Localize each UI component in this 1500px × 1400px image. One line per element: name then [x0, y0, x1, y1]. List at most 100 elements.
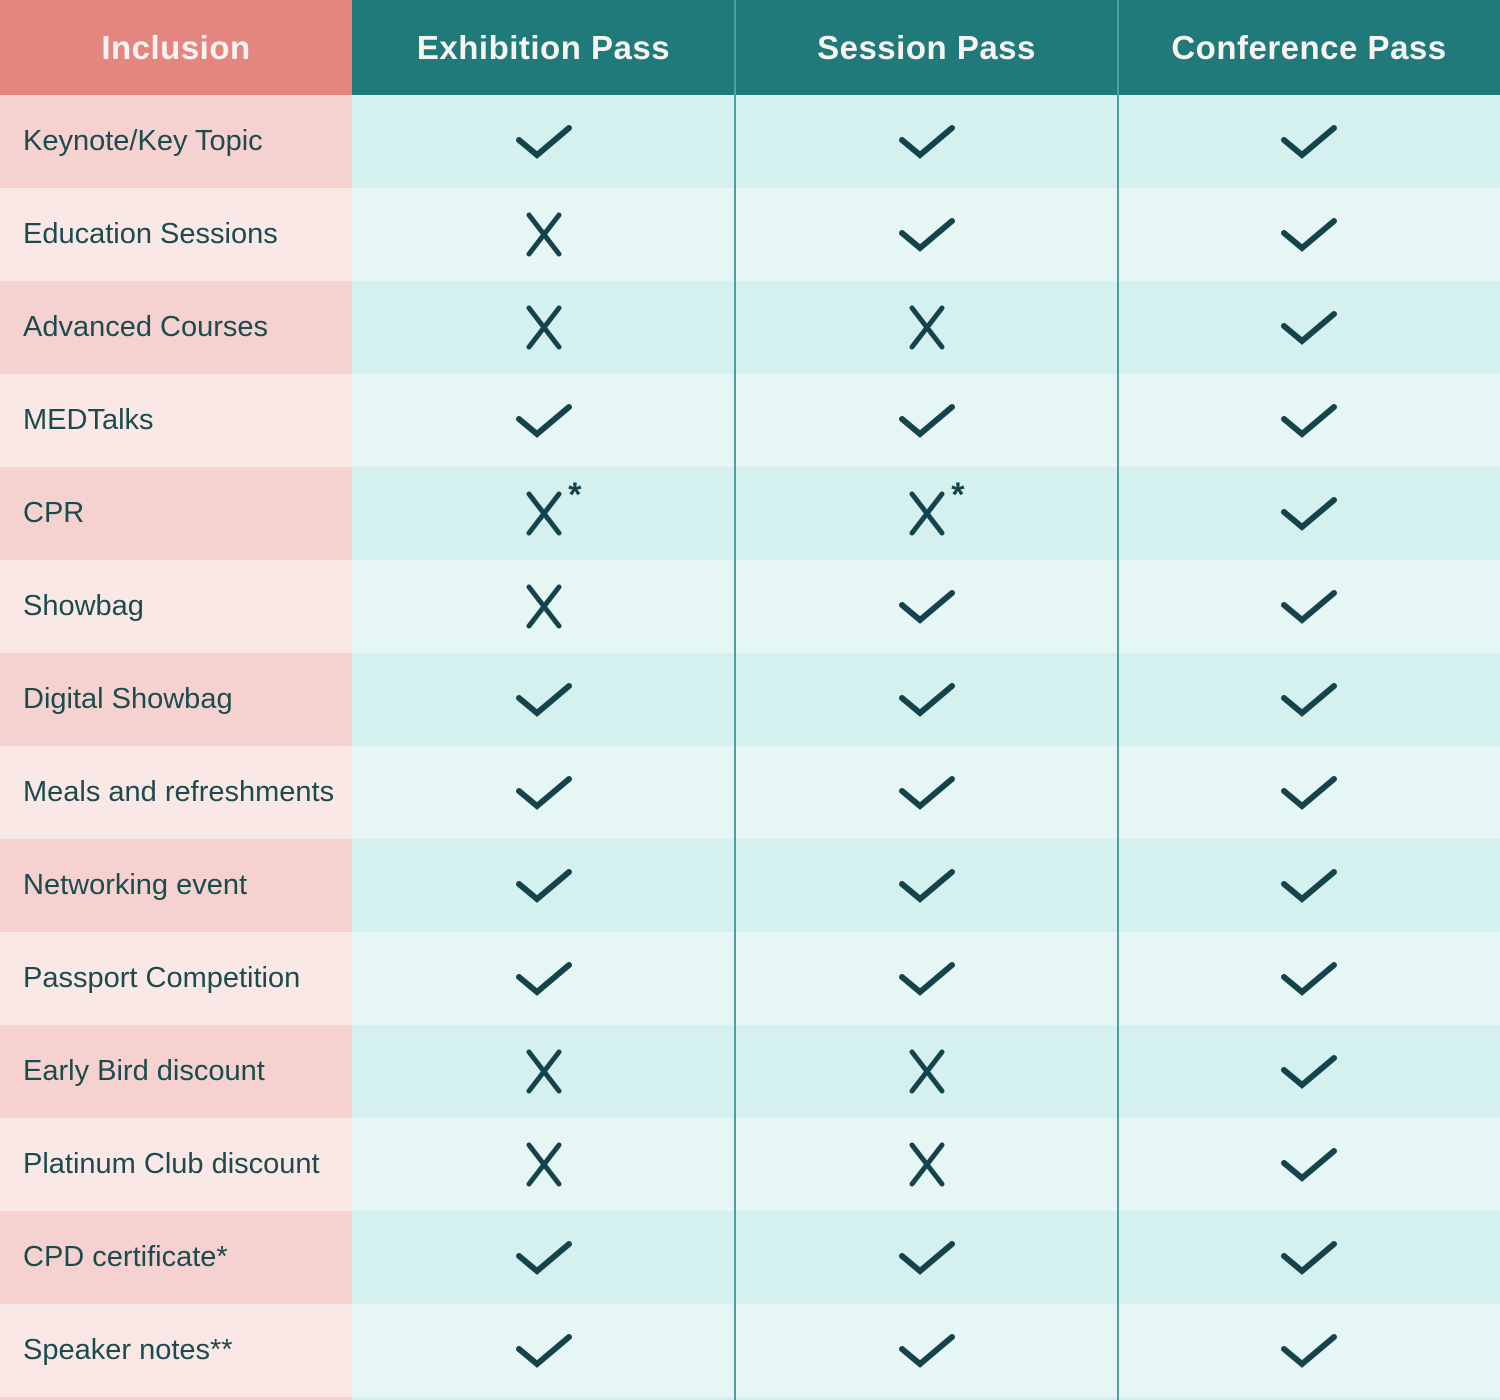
- row-label-text: CPR: [23, 497, 85, 529]
- mark: *: [515, 1240, 572, 1275]
- row-label: CPD certificate*: [0, 1211, 352, 1304]
- mark-cell-conference: *: [1118, 932, 1500, 1025]
- mark: *: [515, 682, 572, 717]
- mark-cell-session: *: [735, 1304, 1118, 1397]
- check-icon: [515, 682, 572, 717]
- mark: *: [1281, 775, 1337, 810]
- mark-cell-conference: *: [1118, 95, 1500, 188]
- mark: *: [1281, 217, 1337, 252]
- table-row: CPR * * *: [0, 467, 1500, 560]
- row-label-text: Meals and refreshments: [23, 776, 335, 808]
- table-row: Early Bird discount * * *: [0, 1025, 1500, 1118]
- mark-cell-exhibition: *: [352, 1025, 735, 1118]
- mark: *: [898, 961, 955, 996]
- check-icon: [1281, 1054, 1337, 1089]
- mark: *: [1281, 1147, 1337, 1182]
- mark-cell-session: *: [735, 839, 1118, 932]
- row-label-text: Keynote/Key Topic: [23, 125, 263, 157]
- check-icon: [1281, 310, 1337, 345]
- mark: *: [908, 305, 946, 350]
- cross-icon: [526, 212, 561, 257]
- table-header-row: Inclusion Exhibition Pass Session Pass C…: [0, 0, 1500, 95]
- mark-cell-exhibition: *: [352, 374, 735, 467]
- column-divider: [1117, 0, 1119, 1400]
- mark-cell-exhibition: *: [352, 746, 735, 839]
- row-label-text: CPD certificate*: [23, 1241, 228, 1273]
- mark-cell-conference: *: [1118, 746, 1500, 839]
- mark-cell-exhibition: *: [352, 1118, 735, 1211]
- table-row: Keynote/Key Topic * * *: [0, 95, 1500, 188]
- table-row: Digital Showbag * * *: [0, 653, 1500, 746]
- check-icon: [1281, 1240, 1337, 1275]
- mark: *: [1281, 1333, 1337, 1368]
- mark-cell-exhibition: *: [352, 653, 735, 746]
- column-header-session-pass: Session Pass: [735, 0, 1118, 95]
- mark-cell-conference: *: [1118, 1025, 1500, 1118]
- cross-icon: [526, 305, 561, 350]
- asterisk-note: *: [568, 476, 582, 514]
- mark-cell-conference: *: [1118, 374, 1500, 467]
- row-label-text: Speaker notes**: [23, 1334, 233, 1366]
- row-label-text: Education Sessions: [23, 218, 278, 250]
- mark: *: [898, 403, 955, 438]
- column-header-label: Session Pass: [817, 28, 1036, 66]
- check-icon: [898, 124, 955, 159]
- partial-mark-cell: [1118, 1397, 1500, 1400]
- check-icon: [898, 682, 955, 717]
- check-icon: [1281, 868, 1337, 903]
- mark: *: [515, 868, 572, 903]
- row-label-text: Advanced Courses: [23, 311, 269, 343]
- mark: *: [525, 212, 563, 257]
- row-label-text: Showbag: [23, 590, 144, 622]
- table-row: Passport Competition * * *: [0, 932, 1500, 1025]
- mark: *: [898, 124, 955, 159]
- mark-cell-conference: *: [1118, 839, 1500, 932]
- mark-cell-conference: *: [1118, 560, 1500, 653]
- table-row: Speaker notes** * * *: [0, 1304, 1500, 1397]
- mark: *: [908, 478, 965, 536]
- check-icon: [1281, 1333, 1337, 1368]
- mark-cell-conference: *: [1118, 653, 1500, 746]
- mark: *: [908, 1142, 946, 1187]
- mark-cell-session: *: [735, 1211, 1118, 1304]
- partial-mark-cell: [352, 1397, 735, 1400]
- mark: *: [1281, 310, 1337, 345]
- row-label: Keynote/Key Topic: [0, 95, 352, 188]
- mark-cell-exhibition: *: [352, 1304, 735, 1397]
- check-icon: [515, 1333, 572, 1368]
- mark: *: [1281, 1240, 1337, 1275]
- row-label: MEDTalks: [0, 374, 352, 467]
- check-icon: [515, 775, 572, 810]
- mark: *: [1281, 124, 1337, 159]
- mark-cell-session: *: [735, 653, 1118, 746]
- mark-cell-session: *: [735, 1118, 1118, 1211]
- column-header-exhibition-pass: Exhibition Pass: [352, 0, 735, 95]
- mark-cell-conference: *: [1118, 1118, 1500, 1211]
- table-row: Showbag * * *: [0, 560, 1500, 653]
- mark-cell-session: *: [735, 95, 1118, 188]
- check-icon: [898, 589, 955, 624]
- check-icon: [515, 124, 572, 159]
- cross-icon: [526, 1049, 561, 1094]
- row-label: Speaker notes**: [0, 1304, 352, 1397]
- cross-icon: [526, 1142, 561, 1187]
- mark-cell-session: *: [735, 374, 1118, 467]
- asterisk-note: *: [951, 476, 965, 514]
- check-icon: [898, 1333, 955, 1368]
- mark: *: [898, 217, 955, 252]
- check-icon: [1281, 961, 1337, 996]
- mark-cell-exhibition: *: [352, 281, 735, 374]
- mark-cell-session: *: [735, 1025, 1118, 1118]
- partial-label-cell: [0, 1397, 352, 1400]
- check-icon: [1281, 217, 1337, 252]
- column-divider: [734, 0, 736, 1400]
- table-row: Meals and refreshments * * *: [0, 746, 1500, 839]
- mark-cell-session: *: [735, 746, 1118, 839]
- mark: *: [898, 682, 955, 717]
- mark: *: [515, 403, 572, 438]
- mark: *: [1281, 403, 1337, 438]
- mark: *: [1281, 496, 1337, 531]
- mark-cell-exhibition: *: [352, 560, 735, 653]
- row-label-text: Passport Competition: [23, 962, 301, 994]
